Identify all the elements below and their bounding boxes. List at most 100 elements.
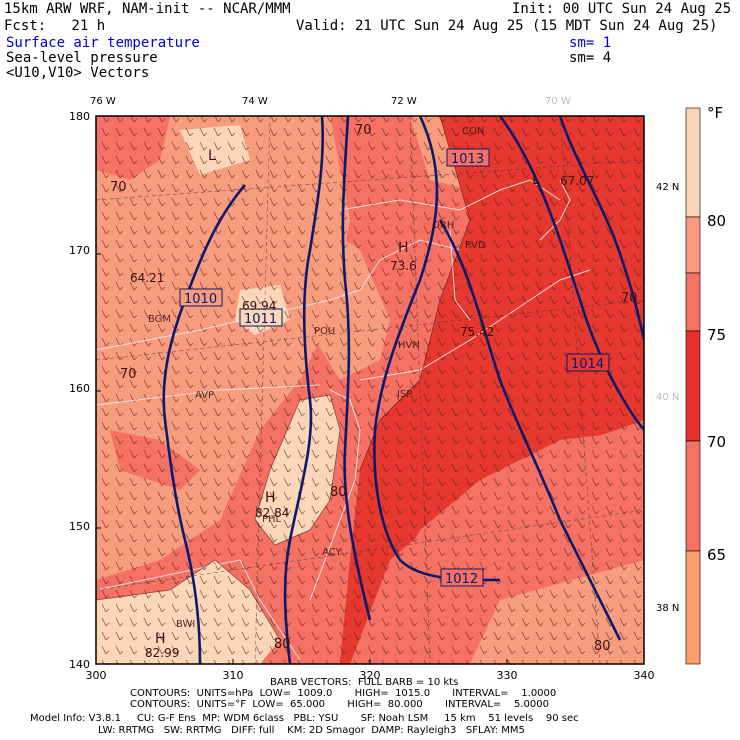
colorbar-tick-65: 65 [707,546,726,564]
lat-42n: 42 N [656,182,679,193]
temp-label-6: 82.99 [145,646,179,660]
y-tick-170: 170 [69,244,90,257]
isotherm-value-4: 80 [330,485,347,500]
colorbar-segment-1 [685,107,701,218]
temp-label-5: 82.84 [255,506,289,520]
lat-lon-grid [96,116,644,664]
y-tick-180: 180 [69,110,90,123]
lon-70w: 70 W [545,96,571,107]
temp-label-4: 73.6 [390,259,417,273]
colorbar-unit: °F [707,104,723,122]
pressure-label-1014: 1014 [566,353,610,372]
pressure-label-1014-text: 1014 [571,357,604,372]
temp-label-2: 69.94 [242,299,276,313]
bottom-axis-labels: 300 310 320 330 340 [86,669,655,682]
init-time: Init: 00 UTC Sun 24 Aug 25 [512,1,732,17]
footer-contours-pressure: CONTOURS: UNITS=hPa LOW= 1009.0 HIGH= 10… [130,688,557,699]
station-pvd: PVD [465,240,486,251]
lon-72w: 72 W [391,96,417,107]
pressure-label-1012: 1012 [440,568,484,587]
x-tick-320: 320 [360,669,381,682]
station-avp: AVP [195,390,214,401]
model-title: 15km ARW WRF, NAM-init -- NCAR/MMM [4,1,291,17]
station-orh: ORH [432,220,454,231]
station-bwi: BWI [176,619,195,630]
station-hvn: HVN [398,340,420,351]
isotherm-value-7: 70 [621,291,638,306]
field-smoothing-pressure: sm= 4 [569,50,612,66]
x-tick-310: 310 [223,669,244,682]
y-tick-150: 150 [69,520,90,533]
x-tick-330: 330 [497,669,518,682]
longitude-labels: 76 W 74 W 72 W 70 W [90,96,571,107]
footer-barb-vectors: BARB VECTORS: FULL BARB = 10 kts [270,677,459,688]
station-bgm: BGM [148,314,171,325]
isobar-1010 [162,184,246,664]
lat-40n: 40 N [656,392,679,403]
pressure-label-1011: 1011 [239,308,283,327]
colorbar-tick-70: 70 [707,433,726,451]
pressure-label-1013: 1013 [446,148,490,167]
isobar-1012 [373,116,501,582]
lon-76w: 76 W [90,96,116,107]
high-marker-1: H [398,240,409,256]
x-tick-340: 340 [634,669,655,682]
y-tick-140: 140 [69,658,90,671]
pressure-label-1013-text: 1013 [451,152,484,167]
temp-label-3: 67.07 [560,174,594,188]
temperature-labels: 64.21 69.94 67.07 73.6 82.84 82.99 75.42 [130,174,594,660]
pressure-label-1011-text: 1011 [244,312,277,327]
y-tick-160: 160 [69,382,90,395]
footer-contours-temperature: CONTOURS: UNITS=°F LOW= 65.000 HIGH= 80.… [130,699,549,710]
station-pou: POU [314,326,335,337]
lon-74w: 74 W [242,96,268,107]
colorbar-segment-2 [685,216,701,274]
colorbar-segment-4 [685,330,701,442]
isobar-1014 [558,116,644,341]
isotherm-values: 70 70 70 80 80 80 70 [110,123,638,654]
field-label-pressure: Sea-level pressure [6,50,158,66]
axis-ticks [95,115,645,665]
forecast-hour: Fcst: 21 h [4,18,106,34]
station-phl: PHL [262,514,282,525]
left-axis-labels: 180 170 160 150 140 [69,110,90,671]
isotherm-value-3: 70 [355,123,372,138]
isotherms [96,116,471,641]
station-labels: BGM AVP POU HVN ISP PHL ACY BWI CON ORH … [148,126,486,630]
temp-label-7: 75.42 [460,325,494,339]
station-acy: ACY [322,547,342,558]
x-tick-300: 300 [86,669,107,682]
pressure-label-1010-text: 1010 [184,292,217,307]
latitude-labels: 42 N 40 N 38 N [656,182,679,614]
low-marker-2: L [532,172,540,188]
map-field: 1010 1011 1013 1014 1012 64.21 69.94 [96,116,644,664]
color-bar: °F 80 75 70 65 [685,104,726,665]
field-smoothing-temperature: sm= 1 [569,35,612,51]
station-isp: ISP [397,389,412,400]
pressure-label-1010: 1010 [179,288,223,307]
wind-barbs [96,116,644,664]
colorbar-segment-3 [685,272,701,332]
isobar-1014b [498,116,644,431]
colorbar-segment-5 [685,440,701,552]
footer-model-info: Model Info: V3.8.1 CU: G-F Ens MP: WDM 6… [30,713,579,724]
temp-label-1: 64.21 [130,271,164,285]
high-low-markers: L H H H L [155,148,540,647]
isotherm-value-2: 70 [120,367,137,382]
colorbar-tick-80: 80 [707,212,726,230]
low-marker-1: L [208,148,216,164]
isobar-curl [438,219,622,641]
colorbar-segment-6 [685,550,701,665]
isotherm-value-6: 80 [594,639,611,654]
isobars [162,116,644,664]
isotherm-value-5: 80 [274,637,291,652]
isobar-1013 [341,116,372,621]
high-marker-3: H [155,631,166,647]
station-con: CON [462,126,484,137]
pressure-label-1012-text: 1012 [445,572,478,587]
valid-time: Valid: 21 UTC Sun 24 Aug 25 (15 MDT Sun … [296,18,718,34]
isobar-1011 [283,116,325,664]
lat-38n: 38 N [656,603,679,614]
colorbar-tick-75: 75 [707,326,726,344]
